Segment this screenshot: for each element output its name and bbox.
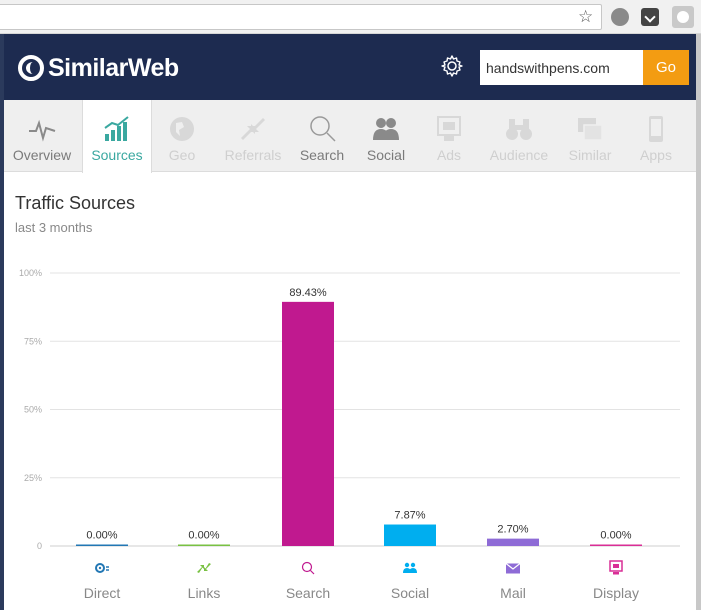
tab-label: Overview (12, 147, 72, 163)
display-icon (609, 560, 623, 575)
social-icon (403, 562, 417, 573)
tab-label: Apps (640, 147, 672, 163)
bar-direct[interactable] (76, 544, 128, 547)
category-label: Search (285, 585, 331, 601)
tab-sources[interactable]: Sources (82, 100, 152, 173)
direct-icon (95, 563, 109, 573)
y-tick-label: 0 (37, 541, 42, 551)
binoculars-icon (506, 119, 532, 140)
bar-value-label: 7.87% (394, 510, 425, 522)
links-icon (197, 563, 211, 573)
tab-geo[interactable]: Geo (152, 100, 212, 172)
category-label: Display (593, 585, 639, 601)
arrows-icon (241, 118, 265, 140)
y-tick-label: 50% (24, 405, 42, 415)
bar-display[interactable] (590, 544, 642, 547)
tab-social[interactable]: Social (356, 100, 416, 172)
globe-icon (170, 117, 194, 141)
magnifier-icon (310, 116, 336, 142)
gear-icon[interactable] (440, 54, 464, 78)
bar-value-label: 89.43% (289, 287, 327, 299)
bar-mail[interactable] (487, 538, 539, 546)
y-tick-label: 25% (24, 473, 42, 483)
tab-search[interactable]: Search (292, 100, 352, 172)
bookmark-star-icon[interactable]: ☆ (578, 7, 594, 27)
bar-search[interactable] (282, 301, 334, 546)
tab-audience[interactable]: Audience (486, 100, 552, 172)
tab-referrals[interactable]: Referrals (220, 100, 286, 172)
tab-label: Search (299, 147, 345, 163)
similarweb-popup: SimilarWeb Go Overview Sources Geo (4, 34, 696, 610)
tab-label: Audience (489, 147, 549, 163)
page-edge (0, 34, 4, 610)
brand-name: SimilarWeb (48, 53, 179, 82)
go-button[interactable]: Go (643, 50, 689, 85)
tab-ads[interactable]: Ads (422, 100, 476, 172)
similarweb-logo-mark-icon (18, 55, 44, 81)
tab-label: Sources (91, 147, 143, 163)
category-label: Direct (83, 585, 121, 601)
bar-value-label: 0.00% (600, 530, 631, 542)
category-label: Mail (500, 585, 526, 601)
popup-scrollbar[interactable] (696, 34, 701, 610)
y-tick-label: 75% (24, 336, 42, 346)
bar-value-label: 0.00% (188, 530, 219, 542)
browser-toolbar: ☆ (0, 0, 701, 34)
bar-value-label: 2.70% (497, 524, 528, 536)
tab-overview[interactable]: Overview (4, 100, 80, 172)
ads-icon (437, 116, 461, 141)
site-search-input[interactable] (480, 50, 643, 85)
similarweb-extension-icon[interactable] (672, 6, 694, 28)
tab-apps[interactable]: Apps (630, 100, 682, 172)
bar-social[interactable] (384, 524, 436, 546)
category-label: Social (390, 585, 430, 601)
similar-icon (578, 118, 603, 141)
phone-icon (649, 116, 663, 142)
similarweb-logo: SimilarWeb (18, 53, 179, 83)
tab-label: Ads (436, 147, 462, 163)
tab-label: Referrals (224, 147, 282, 163)
tab-label: Social (366, 147, 406, 163)
pocket-icon[interactable] (641, 8, 659, 26)
people-icon (373, 118, 399, 140)
bar-chart-icon (104, 116, 129, 141)
globe-icon[interactable] (611, 8, 629, 26)
mail-icon (505, 563, 521, 574)
heartbeat-icon (29, 119, 56, 142)
tab-label: Geo (168, 147, 196, 163)
popup-header: SimilarWeb Go (4, 34, 696, 100)
nav-tabs: Overview Sources Geo Referrals Search So… (4, 100, 696, 173)
bar-value-label: 0.00% (86, 530, 117, 542)
y-tick-label: 100% (19, 268, 42, 278)
tab-similar[interactable]: Similar (562, 100, 618, 172)
traffic-sources-chart: 0 25% 50% 75% 100% 0.00% 0.00% 89.43% 7.87% 2.70%… (19, 268, 680, 575)
page-title: Traffic Sources (15, 193, 136, 213)
search-icon (301, 561, 315, 575)
tab-label: Similar (568, 147, 612, 163)
address-bar[interactable] (0, 4, 602, 30)
category-label: Links (187, 585, 221, 601)
page-subtitle: last 3 months (15, 220, 93, 235)
traffic-sources-panel: Traffic Sources last 3 months 0 25% 50% 75%… (4, 173, 696, 610)
bar-links[interactable] (178, 544, 230, 547)
